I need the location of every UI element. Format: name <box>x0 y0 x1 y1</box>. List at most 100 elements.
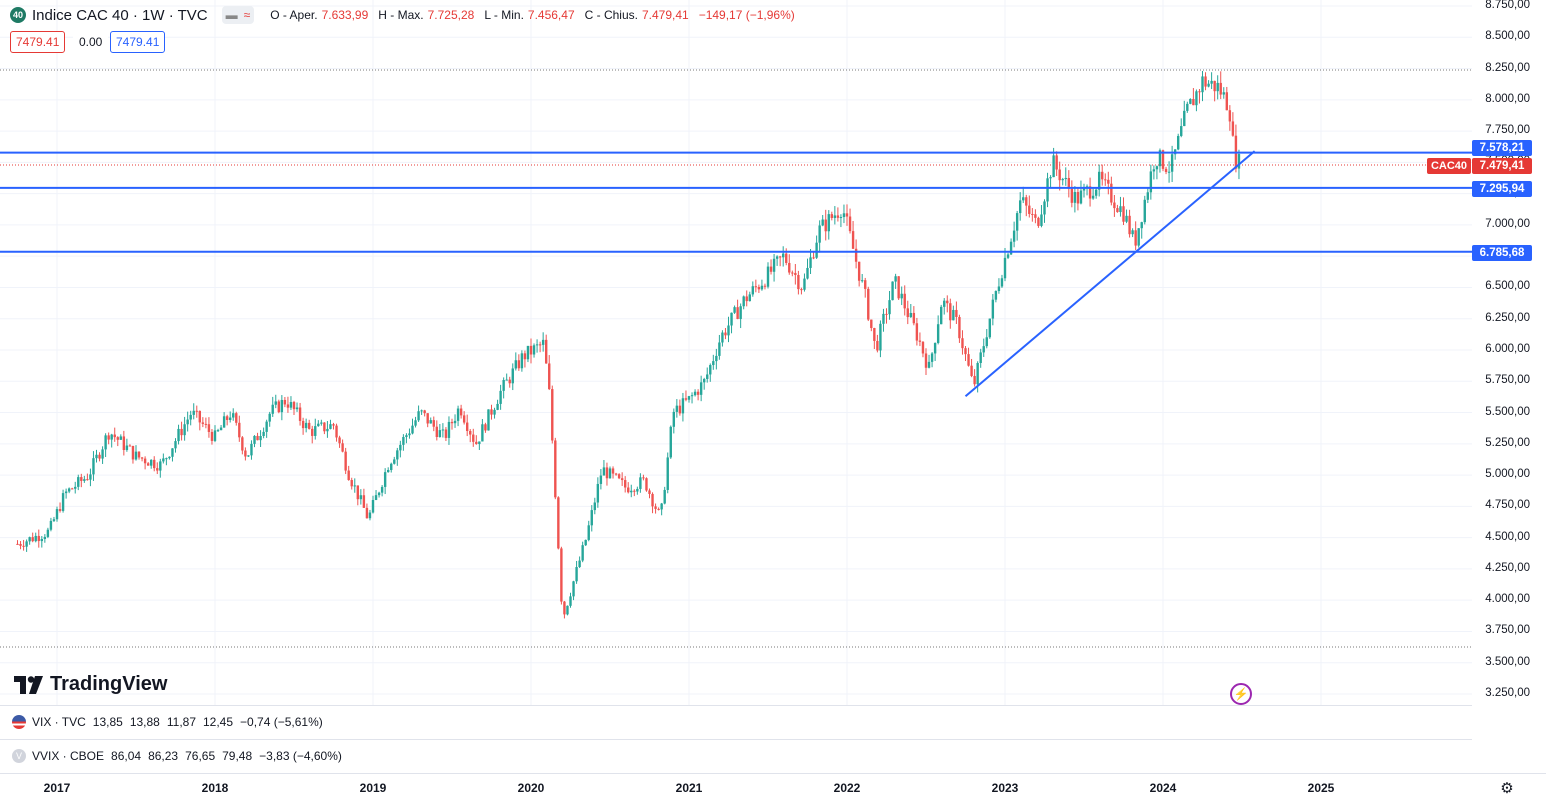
candle-body <box>447 421 451 438</box>
price-tick-label: 5.500,00 <box>1485 405 1530 418</box>
candle-body <box>614 473 618 475</box>
symbol-title[interactable]: Indice CAC 40 · 1W · TVC <box>32 6 208 24</box>
candle-body <box>219 427 223 431</box>
vix-pane[interactable]: VIX · TVC 13,85 13,88 11,87 12,45 −0,74 … <box>0 705 1472 738</box>
price-axis[interactable]: 8.750,00 8.500,00 8.250,00 8.000,00 7.750,00… <box>1472 0 1546 705</box>
candle-body <box>1180 126 1183 136</box>
candle-body <box>1186 103 1189 111</box>
candle-body <box>1164 168 1168 172</box>
candle-body <box>171 448 174 457</box>
candle-body <box>848 216 852 232</box>
candle-body <box>128 445 132 447</box>
candle-body <box>921 341 925 354</box>
candle-body <box>1006 254 1010 258</box>
candle-body <box>283 399 287 405</box>
candle-body <box>244 450 247 457</box>
settings-gear-icon[interactable]: ⚙ <box>1500 780 1514 797</box>
price-chart[interactable] <box>0 0 1472 705</box>
candle-body <box>943 300 946 307</box>
tradingview-logo[interactable]: TradingView <box>14 673 167 696</box>
candle-body <box>909 312 913 318</box>
line-tag-6785: 6.785,68 <box>1472 245 1532 261</box>
price-tick-label: 8.500,00 <box>1485 30 1530 43</box>
candle-body <box>80 477 83 481</box>
candle-body <box>386 469 390 473</box>
candle-body <box>791 272 794 274</box>
us-flag-icon <box>12 715 26 729</box>
candle-body <box>812 257 815 259</box>
time-axis[interactable]: 2017 2018 2019 2020 2021 2022 2023 2024 2025 <box>0 773 1546 803</box>
candle-body <box>623 480 627 488</box>
year-tick-label: 2018 <box>201 781 229 795</box>
candle-body <box>1158 150 1162 167</box>
candle-body <box>1122 206 1125 222</box>
candle-body <box>560 548 563 602</box>
price-tick-label: 3.750,00 <box>1485 624 1530 637</box>
candle-body <box>1155 166 1159 170</box>
candle-body <box>225 416 229 420</box>
candle-body <box>1140 222 1143 229</box>
candle-body <box>165 458 168 460</box>
lightning-icon[interactable]: ⚡ <box>1230 683 1252 705</box>
candle-body <box>718 342 721 356</box>
candle-body <box>785 253 788 263</box>
vvix-pane[interactable]: V VVIX · CBOE 86,04 86,23 76,65 79,48 −3… <box>0 739 1472 772</box>
candle-body <box>903 293 906 309</box>
candle-body <box>338 437 341 444</box>
candle-body <box>70 488 74 490</box>
low-label: L - Min. <box>484 8 524 22</box>
candle-body <box>936 324 940 343</box>
candle-body <box>645 478 648 491</box>
candle-body <box>1237 154 1241 169</box>
candle-body <box>259 436 262 441</box>
candle-body <box>438 430 442 437</box>
candle-body <box>1012 230 1016 242</box>
candle-body <box>548 363 551 390</box>
candle-body <box>1170 154 1174 172</box>
candle-body <box>839 217 843 219</box>
candle-body <box>845 213 849 217</box>
candle-body <box>89 474 92 480</box>
candle-body <box>402 436 405 445</box>
pane-symbol: VVIX · CBOE <box>32 749 105 763</box>
candle-body <box>514 360 518 369</box>
buy-button[interactable]: 7479.41 <box>110 31 166 53</box>
symbol-legend: 40 Indice CAC 40 · 1W · TVC ▬ ≈ O - Aper… <box>10 6 805 24</box>
candle-body <box>153 459 156 469</box>
candle-body <box>939 306 943 325</box>
candle-body <box>864 280 867 289</box>
candle-body <box>1076 192 1080 204</box>
open-label: O - Aper. <box>270 8 318 22</box>
compare-icon[interactable]: ≈ <box>243 8 251 22</box>
candle-body <box>74 486 77 489</box>
candle-body <box>1031 213 1034 215</box>
candle-body <box>775 256 779 259</box>
candle-body <box>958 316 961 339</box>
candle-body <box>961 338 964 349</box>
candle-body <box>1201 76 1204 93</box>
candle-body <box>1082 187 1086 191</box>
candle-body <box>860 280 864 282</box>
candle-body <box>873 328 876 341</box>
candle-body <box>803 278 806 290</box>
candle-body <box>815 242 818 258</box>
candle-body <box>894 276 897 282</box>
candle-body <box>1119 206 1122 213</box>
candle-body <box>265 421 268 432</box>
sell-button[interactable]: 7479.41 <box>10 31 66 53</box>
hide-icon[interactable]: ▬ <box>225 8 238 22</box>
candle-body <box>696 391 700 395</box>
pane-high: 86,23 <box>148 749 179 763</box>
candle-body <box>584 539 587 546</box>
candle-body <box>1167 171 1171 173</box>
candle-body <box>891 281 894 301</box>
candle-body <box>566 605 569 615</box>
candle-body <box>608 468 612 479</box>
candle-body <box>879 323 882 351</box>
visibility-buttons[interactable]: ▬ ≈ <box>221 6 255 24</box>
candle-body <box>760 285 764 290</box>
candle-body <box>359 495 363 500</box>
candle-body <box>119 436 123 440</box>
candle-body <box>429 420 432 424</box>
candle-body <box>25 541 28 547</box>
